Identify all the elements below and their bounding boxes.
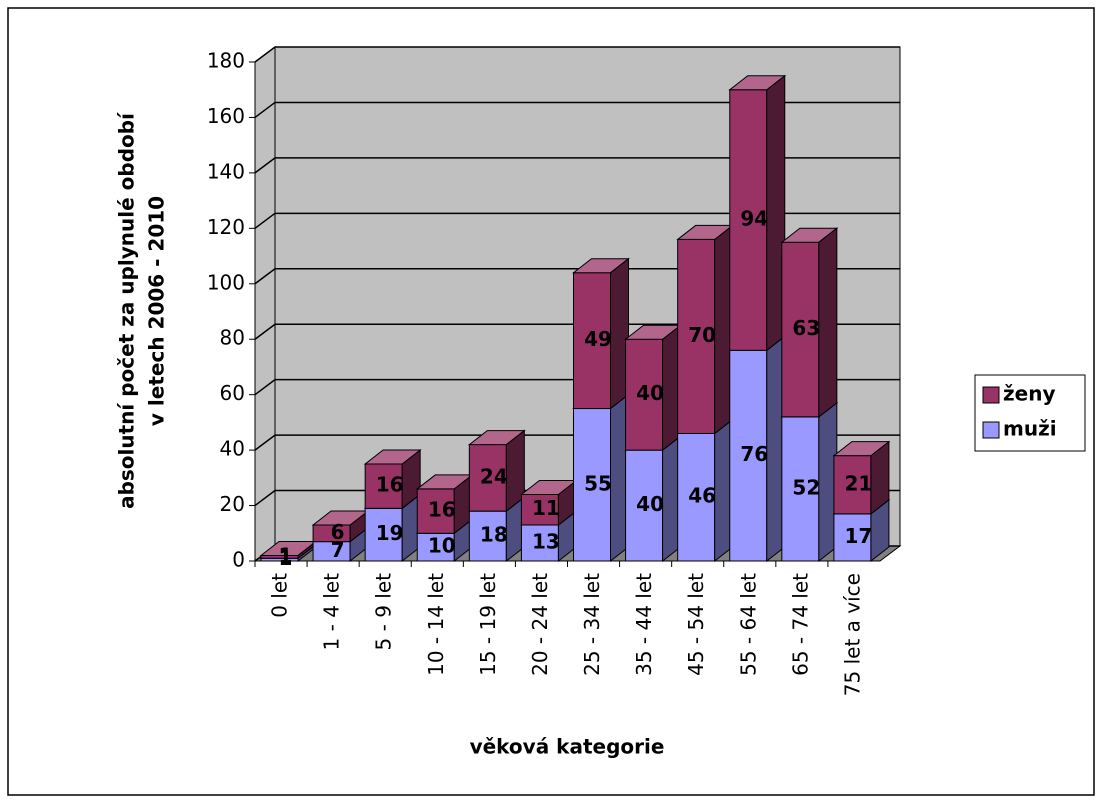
legend-swatch [982, 386, 1000, 404]
data-label: 52 [792, 475, 820, 499]
bar-segment [729, 349, 768, 562]
y-axis-title-line: v letech 2006 - 2010 [145, 196, 169, 426]
y-tick-label: 20 [220, 492, 245, 516]
data-label: 11 [532, 496, 560, 520]
data-label: 21 [844, 471, 872, 495]
legend-label: ženy [1003, 382, 1055, 406]
y-tick-label: 80 [220, 326, 245, 350]
x-tick-label: 65 - 74 let [788, 573, 812, 676]
data-label: 17 [844, 524, 872, 548]
data-label: 55 [584, 471, 612, 495]
bar-segment [520, 524, 559, 562]
y-tick-label: 180 [207, 49, 245, 73]
side-wall [254, 46, 276, 562]
bar-segment [364, 507, 403, 562]
bar-segment [364, 463, 403, 509]
y-tick-label: 60 [220, 381, 245, 405]
y-axis-title-line: absolutní počet za uplynulé období [115, 112, 139, 509]
data-label: 16 [376, 473, 404, 497]
data-label: 63 [792, 316, 820, 340]
x-tick-label: 20 - 24 let [528, 573, 552, 676]
grid-line [254, 46, 900, 63]
data-label: 6 [331, 520, 345, 544]
y-axis-title: absolutní počet za uplynulé období v let… [115, 112, 169, 509]
x-tick-label: 1 - 4 let [320, 573, 344, 651]
data-label: 16 [428, 498, 456, 522]
legend-swatch [982, 421, 1000, 439]
data-label: 1 [279, 546, 293, 570]
bar-segment [573, 272, 611, 410]
x-tick-label: 45 - 54 let [684, 573, 708, 676]
x-axis-title: věková kategorie [470, 735, 665, 759]
bar-segment [677, 238, 716, 434]
x-tick-label: 35 - 44 let [632, 573, 656, 676]
data-label: 70 [688, 323, 716, 347]
legend-label: muži [1003, 417, 1057, 441]
x-tick-label: 5 - 9 let [372, 573, 396, 651]
bar-side [818, 227, 838, 418]
bar-segment [625, 449, 664, 562]
x-tick-label: 15 - 19 let [476, 573, 500, 676]
data-label: 24 [480, 464, 508, 488]
data-label: 40 [636, 492, 664, 516]
grid-line [254, 212, 900, 229]
bar-top [363, 449, 422, 465]
data-label: 94 [740, 207, 768, 231]
y-tick-label: 40 [220, 437, 245, 461]
bar-segment [520, 493, 559, 526]
data-label: 19 [376, 521, 404, 545]
data-label: 40 [636, 381, 664, 405]
data-label: 46 [688, 484, 716, 508]
bar-segment [833, 513, 872, 562]
bar-top [832, 441, 891, 457]
data-label: 13 [532, 529, 560, 553]
bar-segment [468, 444, 507, 512]
data-label: 18 [480, 523, 508, 547]
bar-top [728, 75, 787, 91]
bar-segment [416, 488, 455, 534]
bar-top [780, 227, 839, 243]
x-tick-label: 10 - 14 let [424, 573, 448, 676]
bar-segment [781, 416, 820, 562]
data-label: 1 [279, 543, 293, 567]
x-tick-label: 55 - 64 let [736, 573, 760, 676]
bar-segment [468, 510, 507, 562]
bar-segment [833, 455, 872, 515]
grid-line [254, 157, 900, 174]
data-label: 7 [331, 538, 345, 562]
x-tick-label: 0 let [268, 573, 292, 618]
data-label: 49 [584, 327, 612, 351]
data-label: 76 [740, 442, 768, 466]
y-tick-label: 120 [207, 215, 245, 239]
y-tick-label: 140 [207, 159, 245, 183]
y-tick-label: 160 [207, 104, 245, 128]
x-tick-label: 25 - 34 let [580, 573, 604, 676]
y-tick-label: 100 [207, 270, 245, 294]
bar-segment [781, 241, 820, 418]
bar-top [467, 430, 526, 446]
x-tick-label: 75 let a více [840, 573, 864, 696]
y-tick-label: 0 [232, 548, 245, 572]
grid-line [254, 101, 900, 119]
bar-top [572, 258, 630, 274]
data-label: 10 [428, 534, 456, 558]
